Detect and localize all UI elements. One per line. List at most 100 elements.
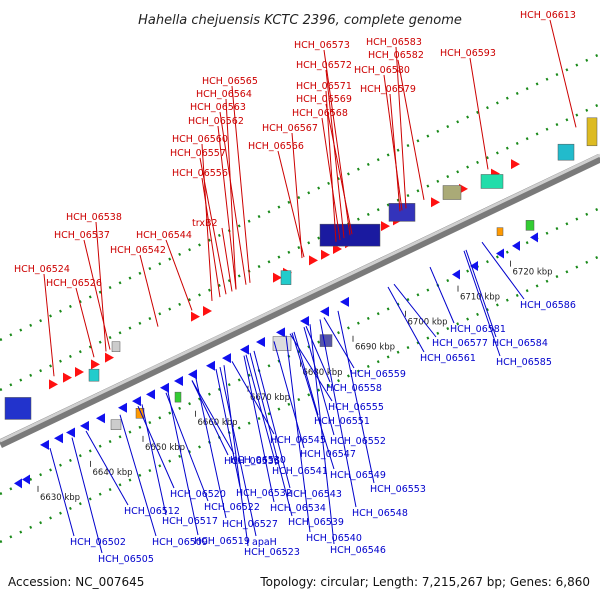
reverse-gene-arrow <box>174 376 183 387</box>
leader-hch-06542 <box>139 254 159 327</box>
forward-gene-arrow <box>191 311 200 322</box>
leader-hch-06527 <box>195 378 227 519</box>
reverse-gene-arrow <box>276 327 285 338</box>
backbone-shadow <box>0 153 600 449</box>
gene-label-hch-06537: HCH_06537 <box>54 230 110 241</box>
gene-label-hch-06542: HCH_06542 <box>110 245 166 256</box>
scale-tick-label-6720-kbp: 6720 kbp <box>513 268 553 278</box>
leader-hch-06543 <box>253 350 291 489</box>
reverse-gene-arrow <box>80 420 89 431</box>
gene-label-hch-06580: HCH_06580 <box>354 65 410 76</box>
leader-hch-06512 <box>85 430 129 506</box>
leader-hch-06540 <box>285 335 311 533</box>
forward-gene-labels: HCH_06524 HCH_06526 HCH_06537 HCH_06538 HCH_… <box>14 10 576 289</box>
leader-hch-06593 <box>469 57 489 170</box>
gene-cluster-box <box>557 143 575 161</box>
reverse-gene-leaders <box>49 241 525 554</box>
leader-hch-06537 <box>83 239 111 350</box>
leader-hch-06523 <box>223 365 249 547</box>
gene-label-hch-06509: HCH_06509 <box>152 537 208 548</box>
reverse-gene-arrow <box>22 474 30 485</box>
gene-label-hch-06564: HCH_06564 <box>196 89 252 100</box>
gene-cluster-box <box>110 419 122 430</box>
leader-hch-06502 <box>49 448 75 537</box>
forward-gene-arrow <box>273 272 282 283</box>
leader-hch-06583 <box>395 46 407 209</box>
leader-hch-06566 <box>277 150 305 258</box>
leader-hch-06581 <box>429 266 455 324</box>
leader-hch-06536 <box>191 380 229 456</box>
gene-label-hch-06555: HCH_06555 <box>328 402 384 413</box>
leader-hch-06584 <box>465 249 497 338</box>
gene-label-hch-06549: HCH_06549 <box>330 470 386 481</box>
gene-label-hch-06526: HCH_06526 <box>46 278 102 289</box>
leader-hch-06549 <box>291 332 335 470</box>
reverse-gene-arrow <box>14 478 22 489</box>
leader-hch-06541 <box>245 354 277 466</box>
gene-cluster-box <box>442 185 462 200</box>
reverse-gene-arrow <box>40 439 49 450</box>
gene-label-hch-06569: HCH_06569 <box>296 94 352 105</box>
gene-label-hch-06583: HCH_06583 <box>366 37 422 48</box>
scale-tick-label-6680-kbp: 6680 kbp <box>303 368 343 378</box>
reverse-gene-arrow <box>340 296 349 307</box>
gene-label-hch-06559: HCH_06559 <box>350 369 406 380</box>
forward-gene-arrow <box>511 159 520 170</box>
gene-label-hch-06584: HCH_06584 <box>492 338 548 349</box>
track-dots <box>0 52 600 544</box>
gene-label-hch-06572: HCH_06572 <box>296 60 352 71</box>
gene-label-hch-06579: HCH_06579 <box>360 84 416 95</box>
forward-gene-arrow <box>203 305 212 316</box>
scale-tick-label-6670-kbp: 6670 kbp <box>250 393 290 403</box>
leader-hch-06522 <box>165 392 209 502</box>
gene-label-hch-06553: HCH_06553 <box>370 484 426 495</box>
forward-gene-arrow <box>75 366 84 377</box>
scale-tick-label-6690-kbp: 6690 kbp <box>355 343 395 353</box>
leader-hch-06586 <box>481 241 525 300</box>
leader-hch-06565 <box>231 85 251 283</box>
gene-label-hch-06517: HCH_06517 <box>162 516 218 527</box>
leader-trxb2 <box>221 227 233 292</box>
gene-label-hch-06538: HCH_06538 <box>66 212 122 223</box>
gene-label-hch-06581: HCH_06581 <box>450 324 506 335</box>
gene-label-hch-06530: HCH_06530 <box>230 455 286 466</box>
forward-gene-arrow <box>321 249 330 260</box>
leader-hch-06544 <box>165 239 193 311</box>
leader-hch-06559 <box>323 317 355 369</box>
scale-tick-label-6660-kbp: 6660 kbp <box>198 418 238 428</box>
reverse-gene-arrow <box>96 413 105 424</box>
gene-label-hch-06573: HCH_06573 <box>294 40 350 51</box>
scale-tick-label-6630-kbp: 6630 kbp <box>40 493 80 503</box>
gene-label-hch-06502: HCH_06502 <box>70 537 126 548</box>
reverse-gene-arrow <box>470 260 478 271</box>
gene-label-hch-06560: HCH_06560 <box>172 134 228 145</box>
forward-gene-arrow <box>105 352 114 363</box>
gene-cluster-box <box>4 397 32 420</box>
forward-gene-leaders <box>43 19 577 377</box>
scale-tick-label-6700-kbp: 6700 kbp <box>408 318 448 328</box>
leader-hch-06532 <box>215 368 241 488</box>
leader-hch-06524 <box>43 273 55 377</box>
gene-label-hch-06556: HCH_06556 <box>172 168 228 179</box>
forward-gene-arrow <box>309 255 318 266</box>
leader-hch-06558 <box>305 325 331 383</box>
leader-hch-06571 <box>325 90 337 242</box>
gene-label-hch-06568: HCH_06568 <box>292 108 348 119</box>
genome-backbone <box>0 153 600 449</box>
reverse-gene-arrow <box>452 269 460 280</box>
leader-hch-06545 <box>231 361 275 435</box>
reverse-gene-arrow <box>132 396 141 407</box>
leader-hch-06580 <box>383 74 403 211</box>
gene-label-hch-06524: HCH_06524 <box>14 264 70 275</box>
leader-hch-06562 <box>217 125 237 290</box>
leader-hch-06569 <box>325 103 353 235</box>
reverse-gene-arrow <box>512 240 520 251</box>
leader-hch-06517 <box>141 404 167 516</box>
gene-label-hch-06565: HCH_06565 <box>202 76 258 87</box>
gene-cluster-box <box>319 334 333 347</box>
leader-hch-06564 <box>225 98 237 290</box>
reverse-gene-labels: HCH_06502HCH_06505HCH_06509HCH_06512HCH_… <box>70 300 576 565</box>
track-dots-1 <box>0 52 600 342</box>
leader-hch-06577 <box>393 283 437 338</box>
gene-label-hch-06562: HCH_06562 <box>188 116 244 127</box>
